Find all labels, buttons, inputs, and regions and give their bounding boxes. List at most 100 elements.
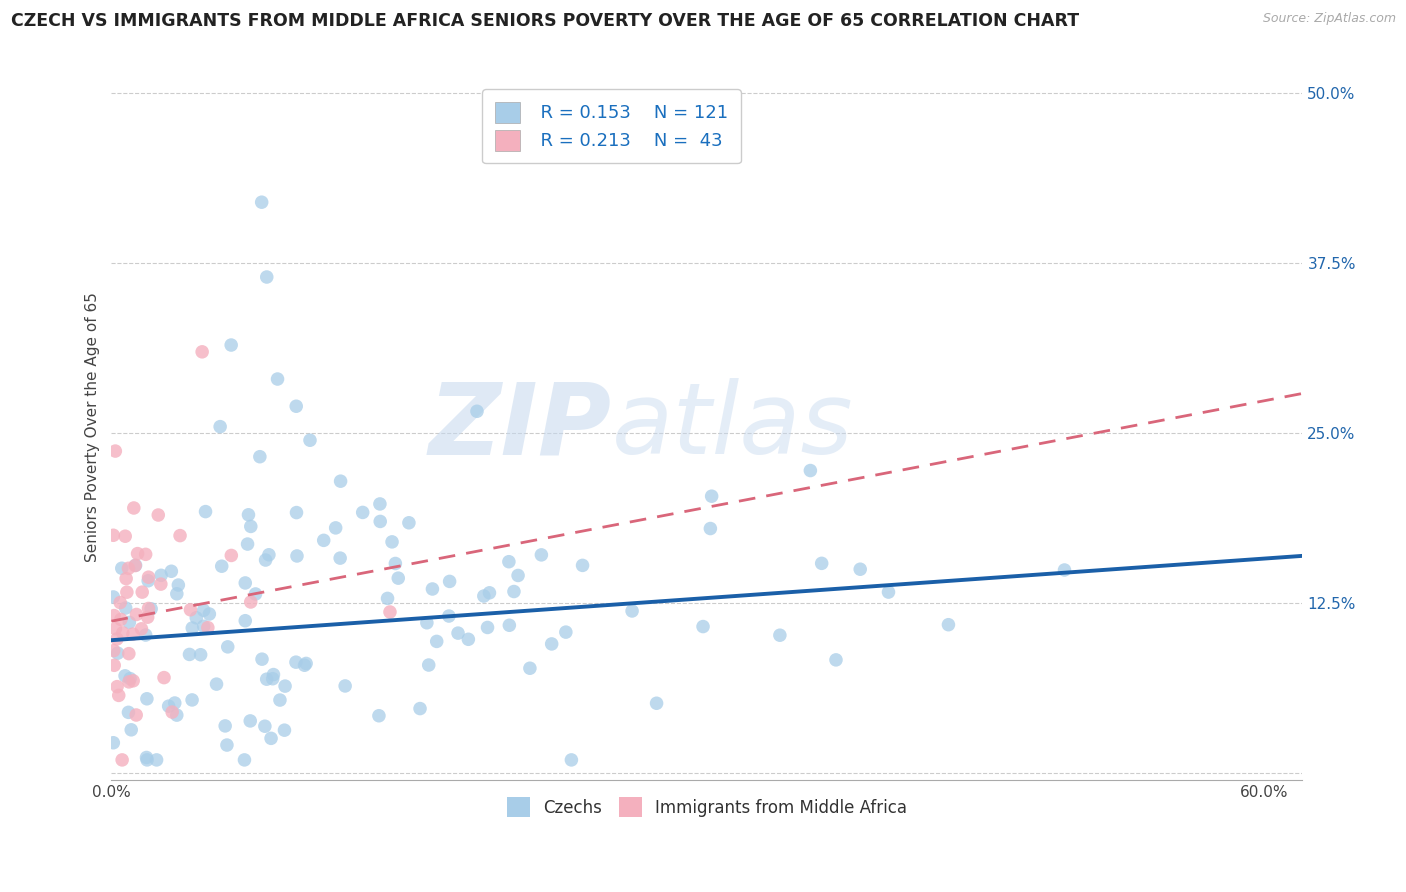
Point: [214, 719, 236, 733]
Point: [285, 506, 308, 520]
Point: [110, 612, 132, 626]
Point: [239, 595, 262, 609]
Point: [285, 549, 308, 563]
Point: [111, 625, 134, 640]
Point: [179, 603, 201, 617]
Point: [295, 657, 318, 671]
Point: [465, 404, 488, 418]
Point: [181, 621, 204, 635]
Point: [166, 708, 188, 723]
Point: [253, 719, 276, 733]
Point: [769, 628, 792, 642]
Point: [239, 519, 262, 533]
Point: [105, 680, 128, 694]
Point: [211, 559, 233, 574]
Point: [329, 474, 352, 488]
Point: [571, 558, 593, 573]
Point: [554, 625, 576, 640]
Point: [506, 568, 529, 582]
Point: [157, 699, 180, 714]
Point: [198, 607, 221, 621]
Point: [422, 582, 444, 596]
Point: [269, 693, 291, 707]
Point: [122, 500, 145, 515]
Point: [114, 669, 136, 683]
Point: [457, 632, 479, 647]
Point: [239, 714, 262, 728]
Point: [125, 708, 148, 723]
Point: [221, 549, 243, 563]
Point: [439, 574, 461, 589]
Point: [426, 634, 449, 648]
Text: atlas: atlas: [612, 378, 853, 475]
Point: [699, 522, 721, 536]
Point: [122, 673, 145, 688]
Text: ZIP: ZIP: [429, 378, 612, 475]
Point: [256, 270, 278, 285]
Point: [498, 555, 520, 569]
Point: [115, 585, 138, 599]
Point: [181, 693, 204, 707]
Legend: Czechs, Immigrants from Middle Africa: Czechs, Immigrants from Middle Africa: [498, 789, 915, 825]
Point: [115, 572, 138, 586]
Point: [163, 696, 186, 710]
Point: [215, 738, 238, 752]
Point: [117, 706, 139, 720]
Point: [118, 615, 141, 630]
Point: [285, 399, 308, 413]
Point: [416, 615, 439, 630]
Point: [135, 628, 157, 642]
Point: [190, 648, 212, 662]
Point: [377, 591, 399, 606]
Point: [191, 344, 214, 359]
Text: CZECH VS IMMIGRANTS FROM MIDDLE AFRICA SENIORS POVERTY OVER THE AGE OF 65 CORREL: CZECH VS IMMIGRANTS FROM MIDDLE AFRICA S…: [11, 12, 1080, 29]
Point: [197, 621, 219, 635]
Point: [333, 679, 356, 693]
Point: [131, 622, 153, 636]
Point: [478, 586, 501, 600]
Y-axis label: Seniors Poverty Over the Age of 65: Seniors Poverty Over the Age of 65: [86, 292, 100, 562]
Point: [103, 658, 125, 673]
Point: [186, 611, 208, 625]
Point: [238, 508, 260, 522]
Point: [194, 505, 217, 519]
Point: [437, 609, 460, 624]
Point: [540, 637, 562, 651]
Point: [700, 489, 723, 503]
Point: [254, 553, 277, 567]
Point: [645, 696, 668, 710]
Point: [103, 590, 125, 604]
Point: [398, 516, 420, 530]
Point: [274, 679, 297, 693]
Point: [104, 444, 127, 458]
Point: [810, 557, 832, 571]
Point: [136, 574, 159, 588]
Point: [273, 723, 295, 738]
Point: [122, 627, 145, 641]
Point: [298, 434, 321, 448]
Point: [166, 587, 188, 601]
Point: [249, 450, 271, 464]
Point: [219, 338, 242, 352]
Point: [621, 604, 644, 618]
Point: [205, 677, 228, 691]
Point: [877, 585, 900, 599]
Point: [266, 372, 288, 386]
Point: [263, 667, 285, 681]
Point: [104, 622, 127, 636]
Point: [148, 508, 170, 522]
Point: [260, 731, 283, 746]
Point: [103, 736, 125, 750]
Point: [107, 646, 129, 660]
Point: [503, 584, 526, 599]
Point: [1053, 563, 1076, 577]
Point: [167, 578, 190, 592]
Point: [193, 603, 215, 617]
Point: [418, 658, 440, 673]
Point: [378, 605, 401, 619]
Point: [472, 589, 495, 603]
Point: [120, 723, 142, 737]
Point: [160, 564, 183, 578]
Point: [368, 708, 391, 723]
Point: [138, 570, 160, 584]
